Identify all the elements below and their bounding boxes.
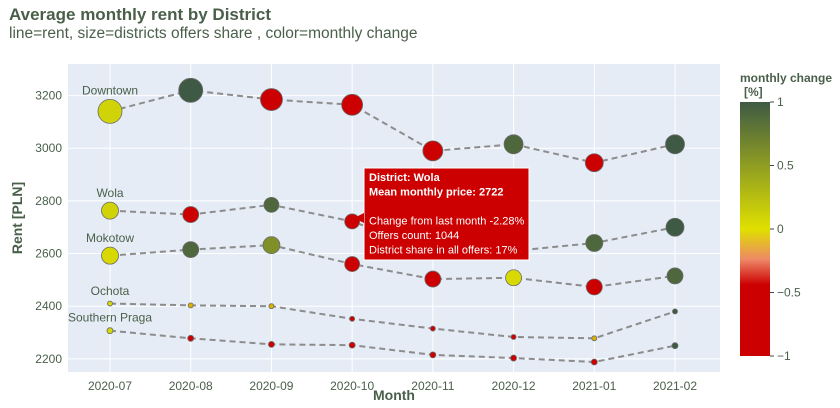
colorbar-tick-label: 0 (777, 222, 784, 236)
x-tick-label: 2021-01 (572, 379, 616, 393)
y-tick-label: 2600 (35, 247, 62, 261)
x-tick-label: 2021-02 (653, 379, 697, 393)
data-point (348, 341, 356, 349)
data-point (585, 234, 604, 252)
data-point (424, 270, 442, 288)
data-point (262, 236, 281, 255)
colorbar-tick-label: −1 (777, 349, 791, 363)
series-label: Downtown (82, 83, 138, 97)
data-point (429, 325, 436, 332)
data-point (349, 315, 356, 322)
y-tick-label: 2400 (35, 299, 62, 313)
tooltip-line: Mean monthly price: 2722 (369, 187, 504, 199)
data-point (268, 340, 275, 348)
x-tick-label: 2020-09 (249, 379, 293, 393)
colorbar-tick-label: 0.5 (777, 159, 794, 173)
x-tick-label: 2020-11 (411, 379, 454, 393)
y-tick-label: 3000 (35, 141, 62, 155)
data-point (422, 140, 444, 162)
data-point (591, 335, 598, 342)
x-tick-label: 2020-08 (169, 379, 213, 393)
data-point (344, 256, 361, 272)
data-point (178, 77, 204, 103)
data-point (672, 308, 678, 315)
data-point (584, 153, 604, 173)
x-tick-label: 2020-10 (330, 379, 374, 393)
chart-title: Average monthly rent by District (9, 5, 271, 24)
data-point (106, 327, 114, 335)
series-label: Ochota (91, 284, 130, 298)
series-label: Mokotow (86, 231, 134, 245)
chart-subtitle: line=rent, size=districts offers share ,… (9, 25, 418, 42)
tooltip-box (363, 167, 530, 261)
series-line (109, 244, 676, 288)
series-label: Wola (96, 186, 123, 200)
data-point (510, 334, 517, 340)
data-point (344, 213, 361, 230)
data-point (510, 354, 517, 362)
tooltip-pointer (354, 213, 364, 223)
data-point (665, 134, 685, 155)
x-tick-label: 2020-07 (88, 379, 132, 393)
series-line (109, 302, 676, 340)
tooltip-line: Change from last month -2.28% (369, 216, 525, 228)
y-tick-label: 2200 (35, 352, 62, 366)
tooltip-line: Offers count: 1044 (369, 230, 459, 242)
y-tick-label: 2800 (35, 194, 62, 208)
data-point (260, 88, 283, 111)
data-point (585, 278, 603, 296)
data-point (505, 269, 522, 287)
data-point (182, 241, 200, 258)
y-tick-label: 3200 (35, 89, 62, 103)
series-line (109, 329, 676, 364)
data-point (101, 201, 119, 220)
data-point (665, 217, 685, 237)
data-point (101, 246, 119, 265)
data-point (503, 134, 524, 155)
data-point (268, 303, 275, 310)
colorbar-tick-label: −0.5 (777, 286, 801, 300)
x-tick-label: 2020-12 (492, 379, 536, 393)
data-point (263, 196, 280, 213)
colorbar-tick-label: 1 (777, 95, 784, 109)
data-point (97, 98, 123, 124)
y-axis-title: Rent [PLN] (9, 182, 25, 254)
series-line (109, 89, 676, 164)
colorbar-title: monthly change (740, 71, 832, 85)
colorbar-title-unit: [%] (744, 85, 763, 99)
data-point (341, 93, 364, 116)
data-point (671, 342, 679, 350)
data-point (107, 300, 113, 307)
colorbar (740, 102, 770, 356)
series-line (109, 203, 676, 252)
data-point (590, 358, 598, 366)
series-label: Southern Praga (68, 311, 152, 325)
tooltip-line: District share in all offers: 17% (369, 245, 518, 257)
tooltip-line: District: Wola (369, 172, 441, 184)
x-axis-title: Month (373, 387, 415, 403)
data-point (666, 267, 684, 285)
data-point (182, 206, 200, 223)
data-point (187, 334, 195, 342)
data-point (429, 351, 437, 359)
data-point (187, 302, 194, 309)
